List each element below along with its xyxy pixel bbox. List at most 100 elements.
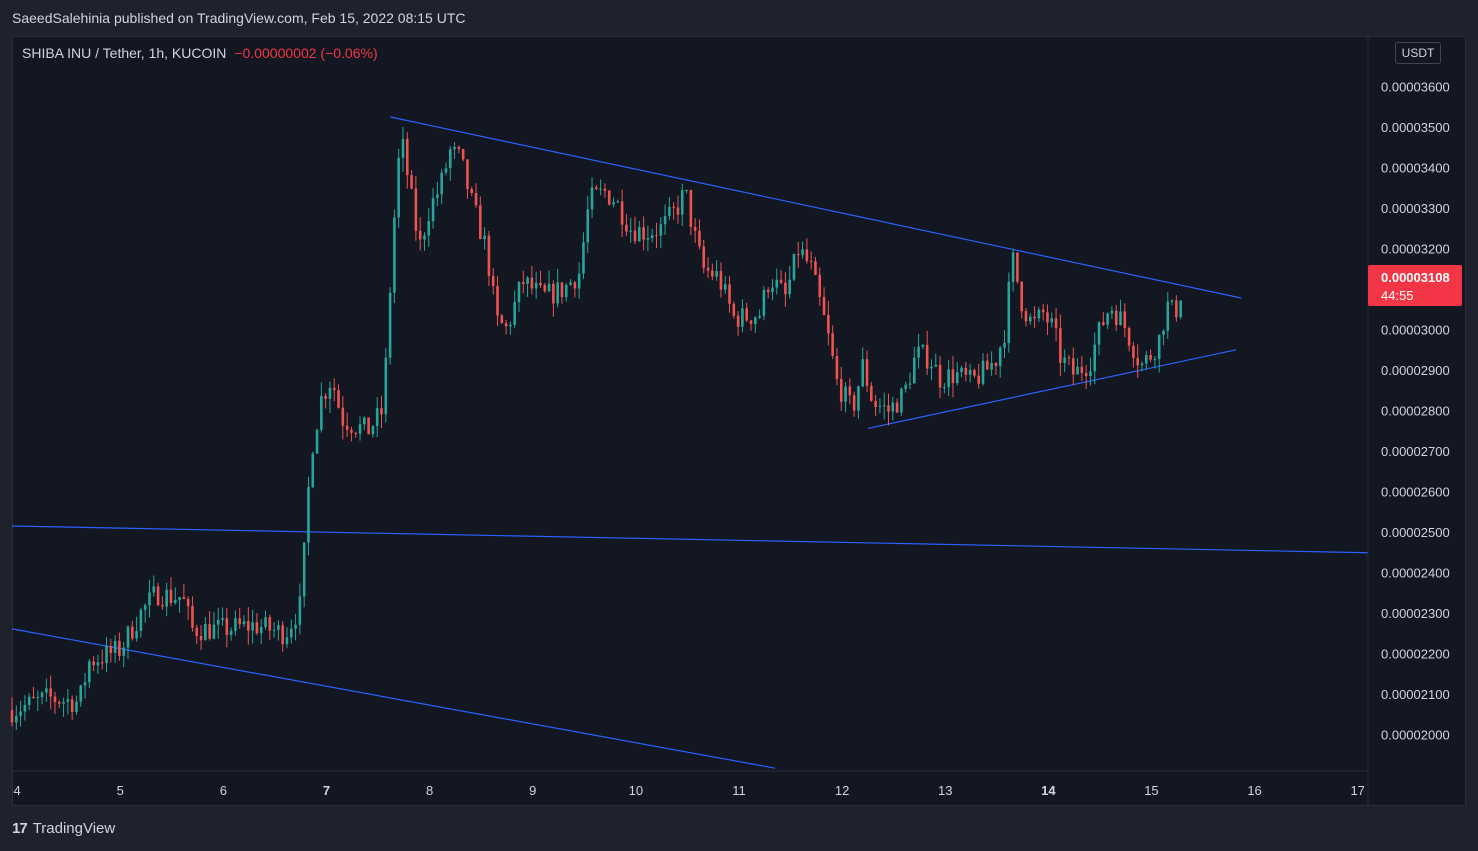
candle-body bbox=[1166, 301, 1170, 331]
candle-body bbox=[839, 379, 843, 402]
time-tick-label: 17 bbox=[1350, 783, 1364, 798]
candle-body bbox=[212, 624, 216, 639]
candle-body bbox=[500, 315, 504, 324]
candle-body bbox=[680, 190, 684, 215]
candle-body bbox=[784, 282, 787, 295]
candle-body bbox=[19, 711, 22, 716]
candle-body bbox=[1114, 310, 1118, 326]
candle-body bbox=[994, 363, 998, 366]
candle-body bbox=[195, 627, 199, 637]
candle-body bbox=[509, 324, 512, 327]
candle-body bbox=[625, 224, 628, 232]
candle-body bbox=[302, 542, 306, 597]
candle-body bbox=[715, 271, 718, 277]
candle-body bbox=[947, 369, 950, 388]
trendline-horizontal-support[interactable] bbox=[11, 525, 1369, 554]
candle-body bbox=[573, 282, 577, 289]
candle-body bbox=[659, 224, 663, 236]
symbol-title: SHIBA INU / Tether, 1h, KUCOIN bbox=[22, 45, 227, 61]
price-tick-label: 0.00002900 bbox=[1381, 363, 1450, 378]
candle-body bbox=[719, 271, 723, 290]
trendline-triangle-lower[interactable] bbox=[867, 349, 1237, 429]
candle-body bbox=[917, 346, 920, 358]
price-tick-label: 0.00002300 bbox=[1381, 606, 1450, 621]
candle-body bbox=[457, 146, 461, 149]
candle-body bbox=[796, 254, 800, 256]
candle-body bbox=[487, 235, 491, 276]
candle-body bbox=[805, 249, 809, 261]
candle-body bbox=[1084, 373, 1088, 377]
candle-body bbox=[405, 139, 409, 176]
candle-body bbox=[152, 586, 156, 593]
candle-body bbox=[62, 701, 65, 704]
trendline-channel-lower[interactable] bbox=[11, 628, 776, 769]
candle-body bbox=[986, 360, 989, 370]
candle-body bbox=[603, 188, 607, 191]
candle-body bbox=[264, 617, 267, 628]
time-tick-label: 13 bbox=[938, 783, 952, 798]
candle-body bbox=[320, 395, 323, 430]
candle-body bbox=[801, 249, 804, 256]
candle-body bbox=[410, 175, 413, 189]
price-tick-label: 0.00003500 bbox=[1381, 120, 1450, 135]
candle-body bbox=[1076, 366, 1079, 375]
candle-body bbox=[289, 628, 293, 638]
candle-body bbox=[453, 146, 456, 150]
candle-body bbox=[221, 618, 224, 620]
candle-body bbox=[1127, 328, 1131, 346]
tradingview-brand[interactable]: TradingView bbox=[32, 820, 116, 837]
price-tick-label: 0.00003400 bbox=[1381, 161, 1450, 176]
candle-body bbox=[607, 190, 611, 205]
candle-body bbox=[728, 284, 731, 304]
candle-body bbox=[1050, 318, 1054, 323]
candle-body bbox=[199, 636, 203, 641]
candle-body bbox=[1162, 330, 1165, 335]
trendline-triangle-upper[interactable] bbox=[390, 116, 1242, 299]
candle-body bbox=[599, 188, 602, 190]
candle-body bbox=[534, 282, 538, 289]
candle-body bbox=[479, 205, 482, 240]
candle-body bbox=[169, 589, 173, 604]
candle-body bbox=[307, 487, 310, 543]
time-tick-label: 7 bbox=[323, 783, 330, 798]
candle-body bbox=[384, 357, 388, 415]
time-tick-label: 8 bbox=[426, 783, 433, 798]
chart-frame[interactable] bbox=[12, 36, 1466, 806]
candle-body bbox=[1046, 312, 1049, 323]
time-tick-label: 10 bbox=[629, 783, 643, 798]
price-change: −0.00000002 (−0.06%) bbox=[234, 45, 378, 61]
candle-body bbox=[418, 230, 422, 240]
candle-body bbox=[45, 688, 48, 693]
candle-body bbox=[517, 281, 521, 303]
candle-body bbox=[337, 390, 340, 408]
candle-body bbox=[577, 273, 581, 289]
candle-body bbox=[878, 405, 882, 408]
candle-body bbox=[165, 589, 168, 607]
candle-body bbox=[247, 621, 250, 631]
candle-body bbox=[1106, 313, 1109, 325]
candle-body bbox=[496, 286, 499, 316]
candle-body bbox=[1170, 300, 1174, 302]
candle-body bbox=[818, 274, 822, 297]
price-tick-label: 0.00002500 bbox=[1381, 525, 1450, 540]
candle-body bbox=[590, 187, 594, 210]
candle-body bbox=[229, 630, 233, 635]
candle-body bbox=[414, 188, 418, 231]
candle-body bbox=[870, 385, 873, 401]
candle-body bbox=[620, 201, 624, 225]
time-tick-label: 4 bbox=[14, 783, 21, 798]
candle-body bbox=[388, 292, 392, 358]
candle-body bbox=[397, 157, 400, 218]
candle-body bbox=[1132, 345, 1135, 359]
candle-body bbox=[912, 357, 916, 384]
currency-button[interactable]: USDT bbox=[1395, 42, 1441, 64]
candle-body bbox=[1054, 318, 1058, 329]
candle-body bbox=[981, 360, 985, 384]
candle-body bbox=[556, 282, 559, 304]
candle-body bbox=[358, 424, 362, 434]
candle-body bbox=[173, 599, 177, 604]
candle-body bbox=[522, 281, 525, 284]
candle-body bbox=[629, 230, 632, 232]
price-tick-label: 0.00002200 bbox=[1381, 647, 1450, 662]
